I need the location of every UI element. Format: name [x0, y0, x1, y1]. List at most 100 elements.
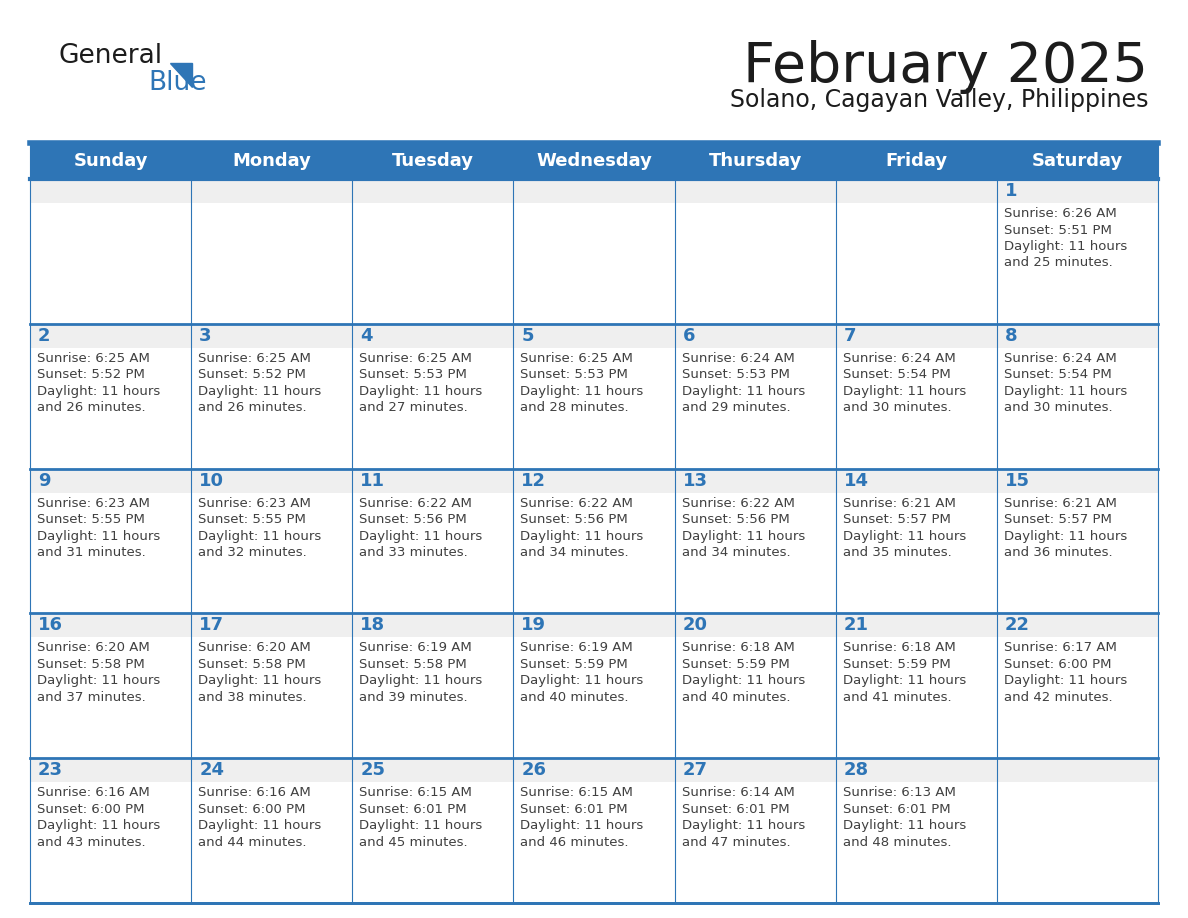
- Text: and 34 minutes.: and 34 minutes.: [520, 546, 630, 559]
- Bar: [191, 468, 353, 493]
- Bar: [997, 758, 1158, 782]
- Text: Daylight: 11 hours: Daylight: 11 hours: [37, 530, 160, 543]
- Text: and 42 minutes.: and 42 minutes.: [1004, 691, 1112, 704]
- Text: and 39 minutes.: and 39 minutes.: [359, 691, 468, 704]
- Text: 19: 19: [522, 616, 546, 634]
- Text: Sunrise: 6:14 AM: Sunrise: 6:14 AM: [682, 786, 795, 800]
- Text: 24: 24: [200, 761, 225, 779]
- Text: 12: 12: [522, 472, 546, 489]
- Bar: [675, 324, 835, 348]
- Text: Daylight: 11 hours: Daylight: 11 hours: [198, 819, 322, 833]
- Text: Sunrise: 6:21 AM: Sunrise: 6:21 AM: [842, 497, 955, 509]
- Text: Sunrise: 6:18 AM: Sunrise: 6:18 AM: [682, 642, 795, 655]
- Bar: [191, 324, 353, 348]
- Bar: [30, 468, 191, 493]
- Bar: [997, 758, 1158, 903]
- Bar: [835, 758, 997, 903]
- Text: 13: 13: [683, 472, 708, 489]
- Text: Daylight: 11 hours: Daylight: 11 hours: [682, 385, 804, 397]
- Polygon shape: [170, 63, 192, 87]
- Text: Daylight: 11 hours: Daylight: 11 hours: [520, 675, 644, 688]
- Text: Sunrise: 6:22 AM: Sunrise: 6:22 AM: [682, 497, 795, 509]
- Text: Sunset: 6:00 PM: Sunset: 6:00 PM: [37, 802, 145, 816]
- Text: 8: 8: [1005, 327, 1017, 345]
- Bar: [353, 468, 513, 493]
- Text: Sunrise: 6:24 AM: Sunrise: 6:24 AM: [1004, 352, 1117, 364]
- Bar: [513, 179, 675, 324]
- Text: Daylight: 11 hours: Daylight: 11 hours: [198, 675, 322, 688]
- Text: Daylight: 11 hours: Daylight: 11 hours: [1004, 530, 1127, 543]
- Text: and 48 minutes.: and 48 minutes.: [842, 835, 952, 849]
- Text: Monday: Monday: [233, 152, 311, 170]
- Text: and 36 minutes.: and 36 minutes.: [1004, 546, 1112, 559]
- Text: 14: 14: [843, 472, 868, 489]
- Text: Sunrise: 6:15 AM: Sunrise: 6:15 AM: [520, 786, 633, 800]
- Text: and 41 minutes.: and 41 minutes.: [842, 691, 952, 704]
- Text: and 45 minutes.: and 45 minutes.: [359, 835, 468, 849]
- Bar: [835, 758, 997, 782]
- Text: and 44 minutes.: and 44 minutes.: [198, 835, 307, 849]
- Text: Wednesday: Wednesday: [536, 152, 652, 170]
- Text: Daylight: 11 hours: Daylight: 11 hours: [520, 385, 644, 397]
- Bar: [30, 613, 191, 637]
- Text: Sunrise: 6:23 AM: Sunrise: 6:23 AM: [37, 497, 150, 509]
- Text: 2: 2: [38, 327, 51, 345]
- Bar: [513, 468, 675, 613]
- Text: Blue: Blue: [148, 70, 207, 96]
- Text: Daylight: 11 hours: Daylight: 11 hours: [842, 675, 966, 688]
- Text: Daylight: 11 hours: Daylight: 11 hours: [359, 530, 482, 543]
- Text: Sunrise: 6:15 AM: Sunrise: 6:15 AM: [359, 786, 472, 800]
- Text: and 27 minutes.: and 27 minutes.: [359, 401, 468, 414]
- Text: Sunrise: 6:20 AM: Sunrise: 6:20 AM: [198, 642, 311, 655]
- Text: 26: 26: [522, 761, 546, 779]
- Text: 4: 4: [360, 327, 373, 345]
- Bar: [30, 179, 191, 203]
- Text: and 26 minutes.: and 26 minutes.: [198, 401, 307, 414]
- Text: 23: 23: [38, 761, 63, 779]
- Bar: [997, 613, 1158, 758]
- Text: 1: 1: [1005, 182, 1017, 200]
- Bar: [835, 179, 997, 324]
- Text: Daylight: 11 hours: Daylight: 11 hours: [359, 385, 482, 397]
- Text: Sunrise: 6:16 AM: Sunrise: 6:16 AM: [37, 786, 150, 800]
- Text: and 40 minutes.: and 40 minutes.: [520, 691, 628, 704]
- Text: Sunset: 5:52 PM: Sunset: 5:52 PM: [198, 368, 307, 381]
- Text: Sunset: 5:54 PM: Sunset: 5:54 PM: [842, 368, 950, 381]
- Text: Daylight: 11 hours: Daylight: 11 hours: [37, 819, 160, 833]
- Bar: [513, 324, 675, 348]
- Text: and 33 minutes.: and 33 minutes.: [359, 546, 468, 559]
- Text: and 38 minutes.: and 38 minutes.: [198, 691, 307, 704]
- Bar: [30, 758, 191, 782]
- Bar: [191, 613, 353, 758]
- Text: and 43 minutes.: and 43 minutes.: [37, 835, 146, 849]
- Text: Sunrise: 6:13 AM: Sunrise: 6:13 AM: [842, 786, 955, 800]
- Text: and 46 minutes.: and 46 minutes.: [520, 835, 628, 849]
- Text: Sunrise: 6:25 AM: Sunrise: 6:25 AM: [359, 352, 472, 364]
- Text: 22: 22: [1005, 616, 1030, 634]
- Text: Daylight: 11 hours: Daylight: 11 hours: [1004, 385, 1127, 397]
- Text: Sunset: 5:59 PM: Sunset: 5:59 PM: [520, 658, 628, 671]
- Text: 3: 3: [200, 327, 211, 345]
- Text: Sunset: 5:58 PM: Sunset: 5:58 PM: [198, 658, 305, 671]
- Text: Sunrise: 6:23 AM: Sunrise: 6:23 AM: [198, 497, 311, 509]
- Text: 16: 16: [38, 616, 63, 634]
- Bar: [513, 613, 675, 758]
- Text: and 28 minutes.: and 28 minutes.: [520, 401, 630, 414]
- Bar: [513, 758, 675, 903]
- Bar: [835, 468, 997, 493]
- Text: Daylight: 11 hours: Daylight: 11 hours: [1004, 240, 1127, 253]
- Text: Sunrise: 6:19 AM: Sunrise: 6:19 AM: [520, 642, 633, 655]
- Bar: [997, 613, 1158, 637]
- Text: Sunrise: 6:20 AM: Sunrise: 6:20 AM: [37, 642, 150, 655]
- Text: and 30 minutes.: and 30 minutes.: [842, 401, 952, 414]
- Text: 9: 9: [38, 472, 51, 489]
- Bar: [675, 468, 835, 613]
- Text: Sunrise: 6:24 AM: Sunrise: 6:24 AM: [842, 352, 955, 364]
- Bar: [675, 468, 835, 493]
- Text: Daylight: 11 hours: Daylight: 11 hours: [37, 675, 160, 688]
- Text: 28: 28: [843, 761, 868, 779]
- Text: Sunrise: 6:19 AM: Sunrise: 6:19 AM: [359, 642, 472, 655]
- Bar: [30, 468, 191, 613]
- Text: Sunset: 5:53 PM: Sunset: 5:53 PM: [520, 368, 628, 381]
- Bar: [191, 179, 353, 203]
